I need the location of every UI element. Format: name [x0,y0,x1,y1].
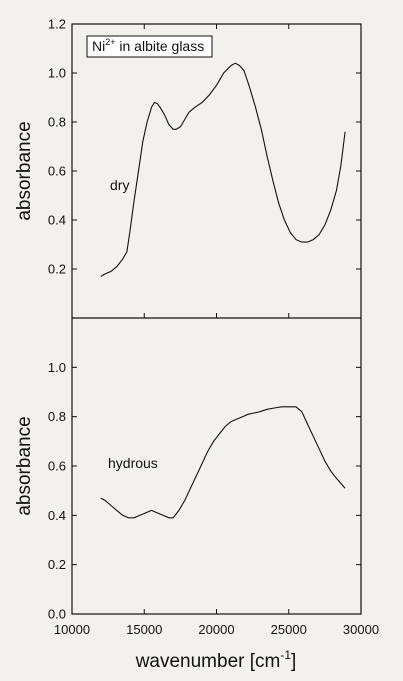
bottom-panel: 0.0 0.2 0.4 0.6 0.8 1.0 10000 15000 20000 25000 3… [14,24,379,672]
y-tick-label: 1.0 [48,66,66,81]
x-axis-title-end: ] [291,651,296,672]
y-tick-label: 0.4 [48,213,66,228]
plot-frame [71,23,362,615]
top-panel: 0.2 0.4 0.6 0.8 1.0 1.2 absorbance Ni2+ in al… [14,17,361,277]
y-tick-label: 0.2 [48,557,66,572]
series-line-dry [100,62,346,277]
annotation-hydrous: hydrous [108,455,158,471]
y-tick-label: 0.0 [48,607,66,622]
y-tick-label: 0.6 [48,459,66,474]
top-y-axis-title: absorbance [14,121,35,220]
x-axis-title: wavenumber [cm-1] [135,648,297,672]
x-tick-label: 20000 [198,622,234,637]
y-tick-label: 1.2 [48,17,66,32]
legend-box: Ni2+ in albite glass [86,35,213,58]
y-tick-label: 0.8 [48,115,66,130]
x-ticks: 10000 15000 20000 25000 30000 [54,24,379,637]
series-line-hydrous [100,406,346,519]
x-tick-label: 10000 [54,622,90,637]
y-tick-label: 0.4 [48,508,66,523]
x-tick-label: 15000 [126,622,162,637]
x-tick-label: 30000 [343,622,379,637]
annotation-dry: dry [110,177,129,193]
x-axis-title-sup: -1 [280,648,291,662]
x-tick-label: 25000 [271,622,307,637]
legend-box-frame [86,35,213,58]
y-tick-label: 1.0 [48,360,66,375]
y-tick-label: 0.2 [48,262,66,277]
legend-suffix: in albite glass [116,38,205,54]
legend-prefix: Ni [92,38,105,54]
top-y-ticks: 0.2 0.4 0.6 0.8 1.0 1.2 [48,17,361,277]
bottom-y-ticks: 0.0 0.2 0.4 0.6 0.8 1.0 [48,360,361,622]
bottom-y-axis-title: absorbance [14,416,35,515]
legend-superscript: 2+ [105,37,115,47]
legend-box-label: Ni2+ in albite glass [92,37,204,54]
x-axis-title-main: wavenumber [cm [135,651,281,672]
y-tick-label: 0.8 [48,409,66,424]
y-tick-label: 0.6 [48,164,66,179]
